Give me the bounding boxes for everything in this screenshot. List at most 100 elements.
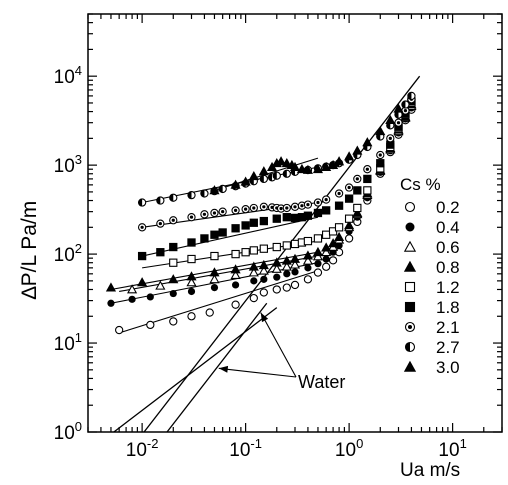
data-point bbox=[231, 206, 240, 215]
y-tick-label: 102 bbox=[54, 241, 82, 266]
data-point bbox=[404, 281, 416, 293]
data-point bbox=[282, 213, 291, 222]
point-circle-open bbox=[272, 285, 281, 294]
data-point bbox=[137, 251, 147, 261]
point-triangle-filled bbox=[289, 161, 301, 171]
data-point bbox=[241, 205, 250, 214]
x-tick-exp: 1 bbox=[460, 436, 467, 451]
data-point bbox=[334, 156, 345, 166]
point-square-filled bbox=[322, 206, 331, 215]
data-point bbox=[334, 223, 344, 232]
point-circle-open bbox=[303, 275, 313, 284]
data-point bbox=[289, 259, 301, 269]
data-point bbox=[403, 240, 417, 252]
point-circle-dot-inner bbox=[189, 215, 194, 219]
data-point bbox=[230, 269, 241, 279]
data-point bbox=[230, 179, 241, 189]
data-point bbox=[385, 114, 396, 125]
point-triangle-filled bbox=[312, 163, 324, 174]
annotation-arrow bbox=[260, 312, 297, 378]
legend-label: 3.0 bbox=[436, 358, 460, 377]
point-circle-dot-inner bbox=[365, 167, 369, 171]
point-circle-dot-inner bbox=[378, 153, 382, 157]
data-point bbox=[187, 213, 196, 222]
data-point bbox=[344, 194, 354, 203]
y-tick-label: 101 bbox=[54, 330, 82, 355]
point-circle-open bbox=[231, 300, 240, 309]
point-circle-dot-inner bbox=[306, 202, 310, 207]
point-circle-half-fill bbox=[394, 110, 399, 119]
data-point bbox=[231, 300, 240, 309]
legend-label: 0.8 bbox=[436, 258, 460, 277]
data-point bbox=[290, 280, 300, 290]
data-point bbox=[137, 277, 148, 287]
point-triangle-open bbox=[321, 246, 332, 257]
data-point bbox=[282, 241, 291, 250]
point-circle-open bbox=[322, 262, 331, 271]
data-point bbox=[313, 268, 323, 277]
point-square-filled bbox=[282, 213, 291, 222]
point-triangle-filled bbox=[302, 164, 314, 174]
point-circle-dot-inner bbox=[293, 205, 297, 209]
data-point bbox=[283, 270, 291, 278]
x-tick-base: 10 bbox=[438, 440, 459, 461]
point-triangle-filled bbox=[230, 179, 241, 189]
point-triangle-filled bbox=[321, 242, 332, 252]
point-triangle-filled bbox=[289, 253, 301, 263]
point-square-open bbox=[187, 254, 196, 264]
data-point bbox=[210, 230, 219, 239]
data-point bbox=[363, 186, 372, 195]
data-point bbox=[127, 284, 138, 294]
point-triangle-filled bbox=[312, 246, 324, 257]
point-square-open bbox=[363, 186, 372, 195]
point-circle-filled bbox=[304, 264, 312, 272]
data-point bbox=[231, 224, 240, 233]
point-triangle-filled bbox=[137, 277, 148, 287]
x-tick-label: 10-1 bbox=[229, 436, 262, 461]
data-point bbox=[187, 190, 196, 200]
data-point bbox=[394, 110, 403, 119]
point-triangle-filled bbox=[186, 271, 197, 281]
annotation-water-label: Water bbox=[298, 372, 345, 392]
data-point bbox=[334, 189, 344, 198]
legend-label: 0.6 bbox=[436, 238, 460, 257]
point-triangle-filled bbox=[209, 267, 220, 277]
point-circle-dot-inner bbox=[407, 324, 413, 330]
point-triangle-filled bbox=[168, 274, 179, 284]
data-point bbox=[312, 163, 324, 174]
point-circle-dot-inner bbox=[285, 206, 289, 210]
point-square-open bbox=[272, 242, 281, 252]
data-point bbox=[375, 126, 386, 136]
point-square-open bbox=[259, 244, 268, 253]
point-circle-open bbox=[249, 293, 258, 303]
point-triangle-open bbox=[209, 274, 220, 284]
point-triangle-filled bbox=[344, 220, 355, 230]
y-tick-exp: 0 bbox=[75, 419, 82, 434]
point-square-open bbox=[353, 203, 362, 213]
y-tick-base: 10 bbox=[54, 245, 75, 266]
point-circle-dot-inner bbox=[337, 191, 341, 196]
point-circle-half-fill bbox=[219, 185, 223, 193]
data-point bbox=[155, 280, 166, 290]
reference-lines bbox=[112, 75, 421, 432]
x-tick-base: 10 bbox=[126, 440, 147, 461]
point-square-filled bbox=[353, 186, 362, 195]
data-point bbox=[281, 255, 292, 265]
point-circle-half-fill bbox=[283, 170, 287, 178]
y-tick-exp: 3 bbox=[75, 152, 82, 167]
data-point bbox=[321, 246, 332, 257]
point-circle-filled bbox=[273, 273, 281, 281]
y-tick-exp: 1 bbox=[75, 330, 82, 345]
data-point bbox=[168, 274, 179, 284]
data-point bbox=[363, 174, 372, 184]
x-tick-exp: -2 bbox=[147, 436, 159, 451]
point-triangle-open bbox=[186, 277, 197, 287]
y-tick-base: 10 bbox=[54, 334, 75, 355]
data-point bbox=[259, 244, 268, 253]
data-point bbox=[169, 193, 178, 202]
point-circle-filled bbox=[128, 295, 136, 303]
data-point bbox=[187, 238, 196, 247]
legend-title: Cs % bbox=[400, 175, 441, 194]
point-triangle-filled bbox=[393, 103, 404, 113]
data-point bbox=[353, 186, 362, 195]
